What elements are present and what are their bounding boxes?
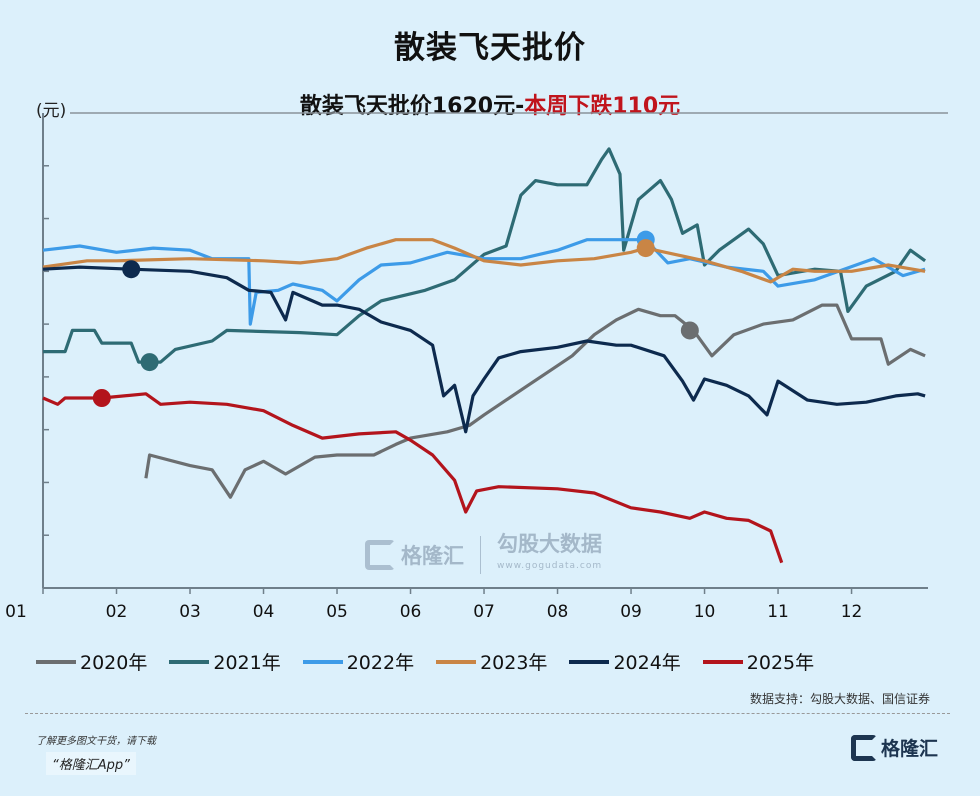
legend-swatch — [36, 659, 76, 664]
series-marker-2021年 — [140, 353, 159, 372]
x-tick-label: 11 — [767, 602, 789, 622]
watermark-separator — [480, 536, 481, 574]
series-marker-2024年 — [122, 260, 141, 279]
chart-legend: 2020年 2021年 2022年 2023年 2024年 2025年 — [36, 648, 836, 675]
subtitle-price: 散装飞天批价1620元- — [299, 94, 525, 119]
x-tick-label: 09 — [620, 602, 642, 622]
legend-item: 2020年 — [36, 648, 147, 675]
watermark: 格隆汇 勾股大数据 www.gogudata.com — [365, 533, 602, 577]
logo-text: 格隆汇 — [880, 738, 938, 760]
series-marker-2025年 — [92, 389, 111, 407]
series-line-2020年 — [144, 303, 926, 499]
data-source: 数据支持：勾股大数据、国信证券 — [749, 692, 930, 706]
x-tick-label: 05 — [326, 602, 348, 622]
series-marker-2023年 — [636, 239, 655, 258]
promo-text: 了解更多图文干货，请下载 — [36, 736, 156, 747]
series-line-2024年 — [42, 265, 926, 434]
x-tick-label: 08 — [547, 602, 569, 622]
watermark-url: www.gogudata.com — [497, 561, 603, 571]
legend-item: 2024年 — [569, 648, 681, 675]
legend-swatch — [702, 659, 743, 664]
watermark-logo-icon — [365, 540, 395, 570]
series-line-2025年 — [42, 392, 784, 564]
chart-subtitle: 散装飞天批价1620元-本周下跌110元 — [0, 88, 980, 120]
x-tick-label: 03 — [179, 602, 201, 622]
x-tick-label: 01 — [5, 602, 27, 622]
legend-item: 2023年 — [436, 648, 547, 675]
promo-app-name: “格隆汇App” — [46, 752, 136, 775]
watermark-brand: 格隆汇 — [401, 544, 464, 568]
legend-swatch — [436, 659, 477, 664]
series-line-2022年 — [42, 238, 926, 326]
watermark-data-brand: 勾股大数据 www.gogudata.com — [497, 533, 602, 577]
legend-item: 2025年 — [702, 648, 815, 675]
legend-label: 2024年 — [613, 652, 681, 674]
legend-swatch — [569, 659, 610, 664]
series-line-2021年 — [43, 147, 927, 364]
legend-label: 2023年 — [480, 652, 548, 674]
legend-label: 2022年 — [346, 652, 415, 674]
watermark-data-name: 勾股大数据 — [497, 532, 602, 556]
series-marker-2020年 — [680, 321, 699, 340]
legend-swatch — [302, 659, 343, 664]
legend-label: 2020年 — [80, 652, 148, 674]
logo-g-icon — [850, 734, 877, 761]
x-tick-label: 06 — [400, 602, 422, 622]
chart-title: 散装飞天批价 — [394, 30, 586, 66]
legend-label: 2021年 — [213, 652, 281, 674]
series-line-2023年 — [42, 238, 926, 284]
x-tick-label: 04 — [253, 602, 275, 622]
x-tick-label: 07 — [473, 602, 495, 622]
x-tick-label: 02 — [106, 602, 128, 622]
legend-label: 2025年 — [746, 652, 815, 674]
x-tick-label: 12 — [841, 602, 863, 622]
x-tick-label: 10 — [694, 602, 716, 622]
legend-swatch — [169, 659, 210, 664]
footer-divider — [25, 713, 950, 714]
legend-item: 2021年 — [169, 648, 281, 675]
line-chart: 01 02 03 04 05 06 07 08 09 10 11 12 — [5, 112, 948, 622]
legend-item: 2022年 — [302, 648, 415, 675]
brand-logo: 格隆汇 — [850, 734, 938, 761]
subtitle-weekly-change: 本周下跌110元 — [524, 94, 681, 119]
